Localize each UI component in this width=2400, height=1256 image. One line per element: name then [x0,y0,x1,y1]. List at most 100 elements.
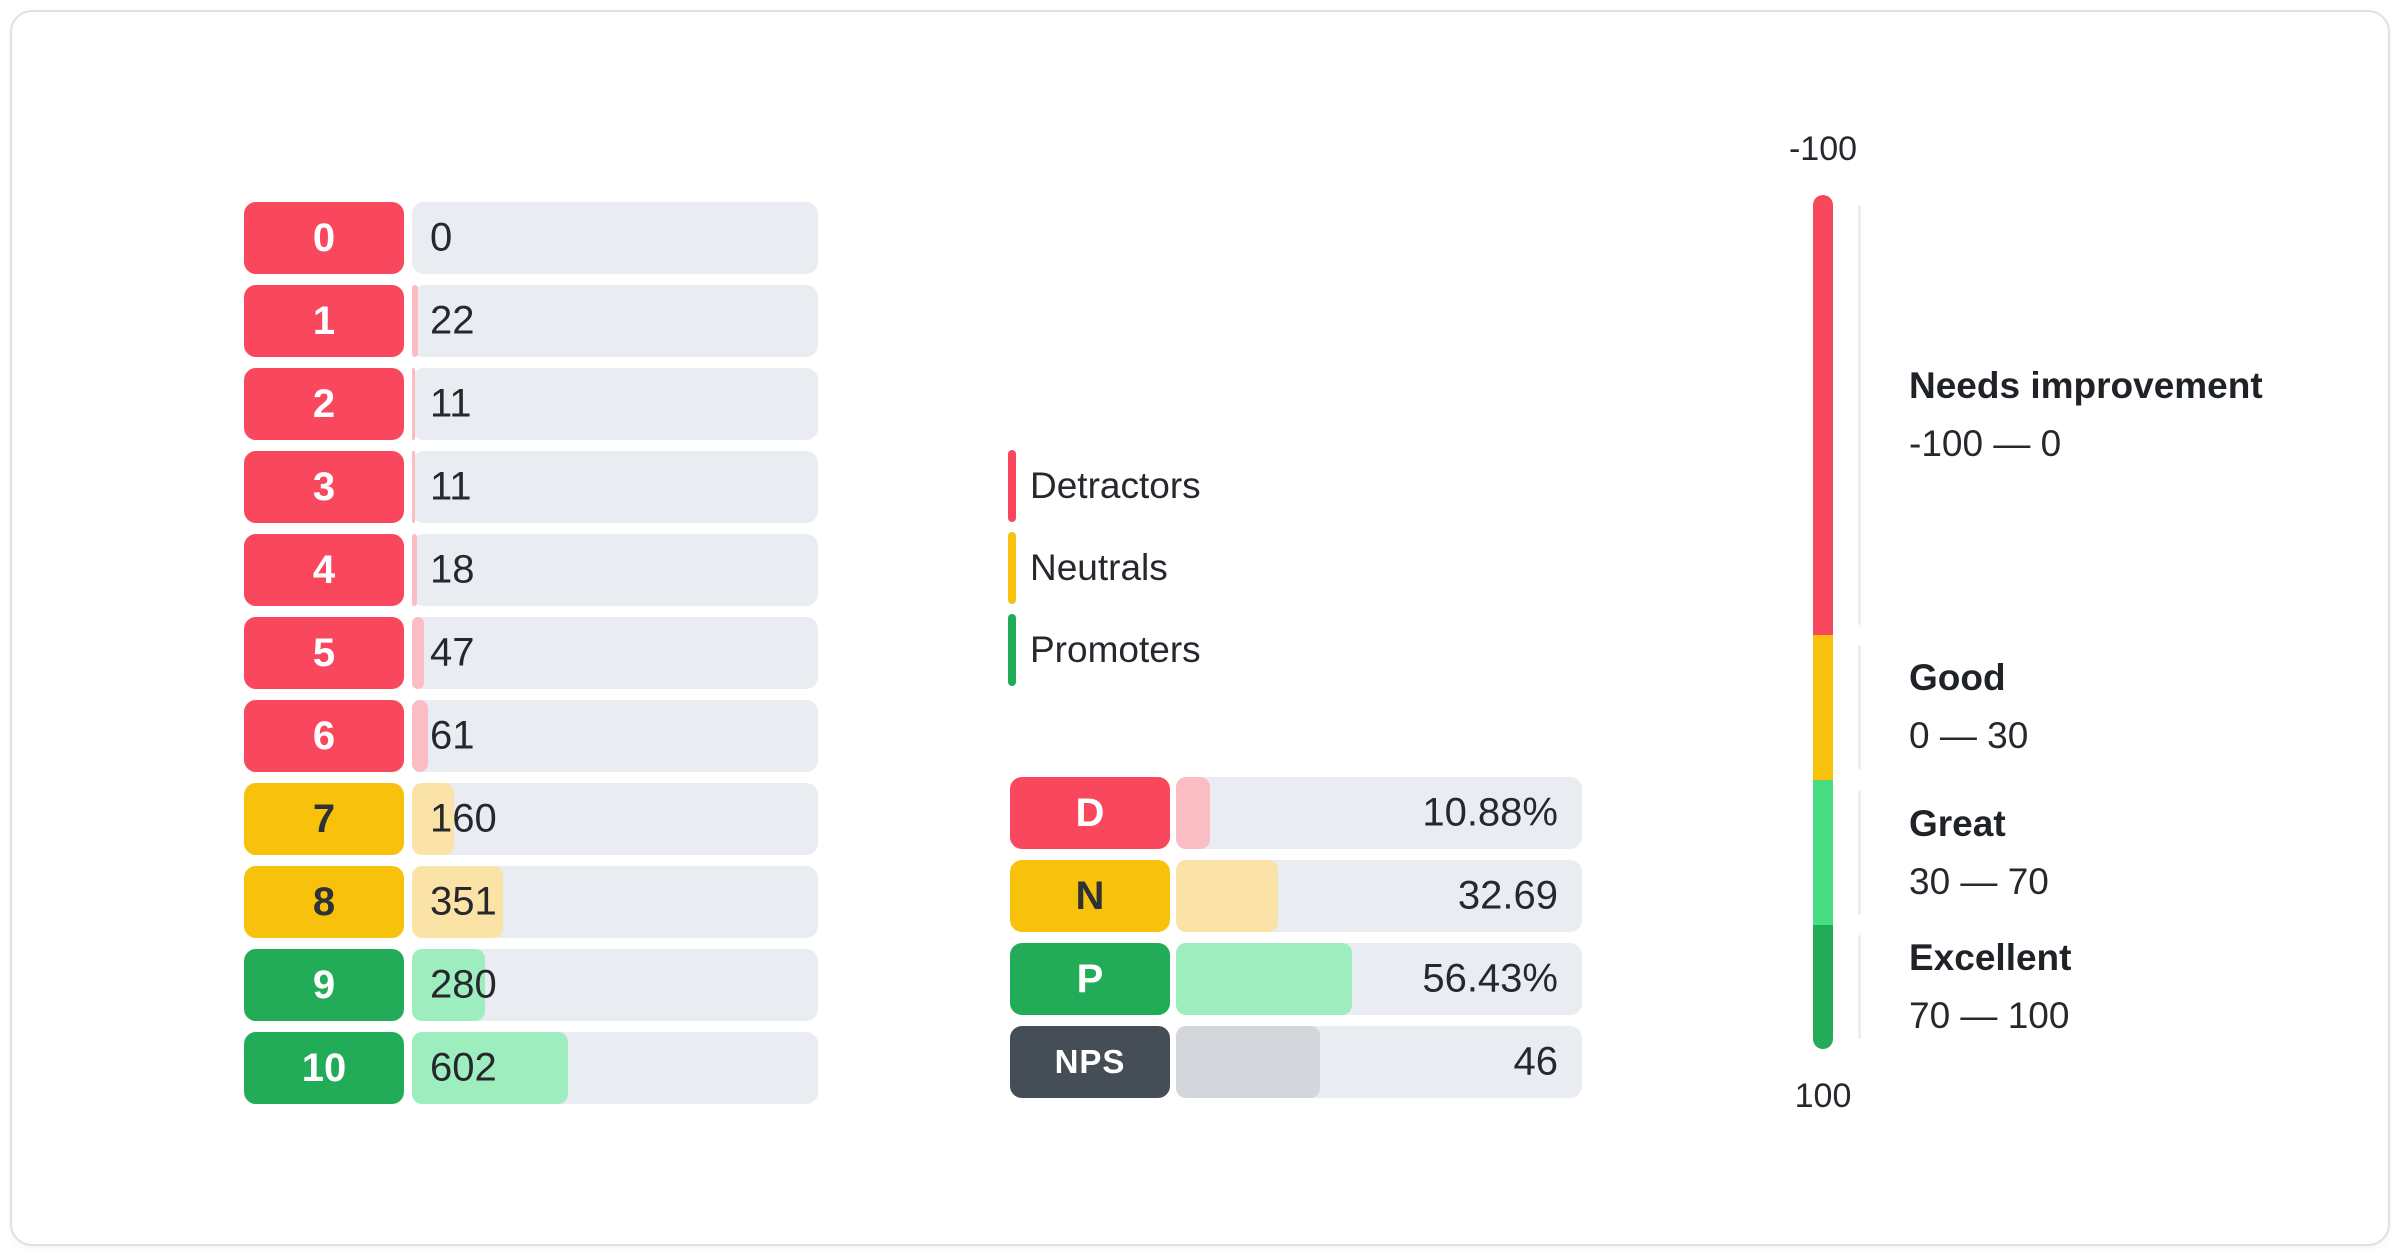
gauge-zone-label-great: Great 30 — 70 [1909,803,2049,903]
gauge-track-segment-excellent [1858,935,1861,1039]
score-row-2: 2 11 [244,368,818,440]
score-chip-6[interactable]: 6 [244,700,404,772]
summary-bar-n[interactable]: 32.69 [1176,860,1582,932]
summary-value-p: 56.43% [1422,956,1558,1001]
score-chip-0[interactable]: 0 [244,202,404,274]
score-bar-5[interactable]: 47 [412,617,818,689]
nps-dashboard-card: 0 0 1 22 2 11 3 11 4 18 5 47 6 61 7 160 8 351 9 280 10 602 De… [10,10,2390,1246]
score-count-9: 280 [430,962,497,1007]
score-row-5: 5 47 [244,617,818,689]
score-row-6: 6 61 [244,700,818,772]
score-count-1: 22 [430,298,475,343]
summary-row-d: D 10.88% [1010,777,1582,849]
score-count-0: 0 [430,215,453,260]
legend: Detractors Neutrals Promoters [1008,450,1201,696]
score-bar-9[interactable]: 280 [412,949,818,1021]
legend-item-detractors[interactable]: Detractors [1008,450,1201,522]
legend-swatch-neutral-icon [1008,532,1016,604]
summary-row-nps: NPS 46 [1010,1026,1582,1098]
score-count-7: 160 [430,796,497,841]
score-row-4: 4 18 [244,534,818,606]
summary-chip-p[interactable]: P [1010,943,1170,1015]
gauge-zone-title: Great [1909,802,2006,844]
score-chip-3[interactable]: 3 [244,451,404,523]
score-chip-5[interactable]: 5 [244,617,404,689]
legend-label: Detractors [1030,465,1201,506]
score-chip-1[interactable]: 1 [244,285,404,357]
score-bar-fill-8 [412,866,504,938]
gauge-zone-title: Needs improvement [1909,364,2263,406]
score-row-3: 3 11 [244,451,818,523]
summary-bar-fill-d [1176,777,1210,849]
score-chip-7[interactable]: 7 [244,783,404,855]
gauge-zone-excellent [1813,925,1833,1049]
legend-item-promoters[interactable]: Promoters [1008,614,1201,686]
legend-item-neutrals[interactable]: Neutrals [1008,532,1201,604]
summary-value-d: 10.88% [1422,790,1558,835]
score-chip-10[interactable]: 10 [244,1032,404,1104]
gauge-zone-title: Excellent [1909,937,2072,979]
score-bar-fill-10 [412,1032,569,1104]
nps-gauge: -100 Needs improvement -100 — 0 Good 0 — 30… [1753,130,2393,1150]
gauge-track-segment-good [1858,644,1861,770]
summary-row-n: N 32.69 [1010,860,1582,932]
score-count-4: 18 [430,547,475,592]
summary-value-nps: 46 [1513,1039,1559,1084]
legend-swatch-promoter-icon [1008,614,1016,686]
score-bar-fill-4 [412,534,417,606]
gauge-zone-good [1813,634,1833,780]
score-bar-4[interactable]: 18 [412,534,818,606]
summary-bar-fill-p [1176,943,1353,1015]
gauge-track-segment-needs-improvement [1858,205,1861,625]
score-bar-0[interactable]: 0 [412,202,818,274]
gauge-zone-labels: Needs improvement -100 — 0 Good 0 — 30 Great… [1909,195,2389,1049]
score-bar-fill-7 [412,783,454,855]
summary-bar-p[interactable]: 56.43% [1176,943,1582,1015]
score-row-10: 10 602 [244,1032,818,1104]
gauge-zone-range: 0 — 30 [1909,715,2029,757]
summary-bar-d[interactable]: 10.88% [1176,777,1582,849]
legend-swatch-detractor-icon [1008,450,1016,522]
summary-value-n: 32.69 [1457,873,1558,918]
summary-chip-nps[interactable]: NPS [1010,1026,1170,1098]
summary-row-p: P 56.43% [1010,943,1582,1015]
score-chip-9[interactable]: 9 [244,949,404,1021]
summary-chip-n[interactable]: N [1010,860,1170,932]
score-row-8: 8 351 [244,866,818,938]
gauge-zone-needs-improvement [1813,195,1833,635]
nps-summary-chart: D 10.88% N 32.69 P 56.43% NPS 46 [1010,777,1582,1109]
score-bar-fill-6 [412,700,428,772]
legend-label: Neutrals [1030,547,1168,588]
summary-chip-d[interactable]: D [1010,777,1170,849]
gauge-track-segment-great [1858,790,1861,916]
score-bar-fill-3 [412,451,415,523]
score-count-3: 11 [430,464,472,509]
score-bar-7[interactable]: 160 [412,783,818,855]
gauge-zone-label-excellent: Excellent 70 — 100 [1909,937,2071,1037]
score-count-10: 602 [430,1045,497,1090]
score-count-5: 47 [430,630,475,675]
score-bar-1[interactable]: 22 [412,285,818,357]
score-chip-8[interactable]: 8 [244,866,404,938]
gauge-track-line [1858,195,1861,1049]
score-row-7: 7 160 [244,783,818,855]
score-chip-2[interactable]: 2 [244,368,404,440]
score-chip-4[interactable]: 4 [244,534,404,606]
score-bar-6[interactable]: 61 [412,700,818,772]
score-bar-2[interactable]: 11 [412,368,818,440]
score-bar-10[interactable]: 602 [412,1032,818,1104]
summary-bar-nps[interactable]: 46 [1176,1026,1582,1098]
score-bar-3[interactable]: 11 [412,451,818,523]
gauge-zone-label-good: Good 0 — 30 [1909,657,2028,757]
score-bar-8[interactable]: 351 [412,866,818,938]
gauge-bar [1813,195,1833,1049]
score-count-8: 351 [430,879,497,924]
score-bar-fill-9 [412,949,485,1021]
legend-label: Promoters [1030,629,1201,670]
score-row-1: 1 22 [244,285,818,357]
score-bar-fill-5 [412,617,425,689]
gauge-zone-title: Good [1909,657,2006,699]
score-count-6: 61 [430,713,475,758]
gauge-zone-range: 70 — 100 [1909,995,2070,1037]
